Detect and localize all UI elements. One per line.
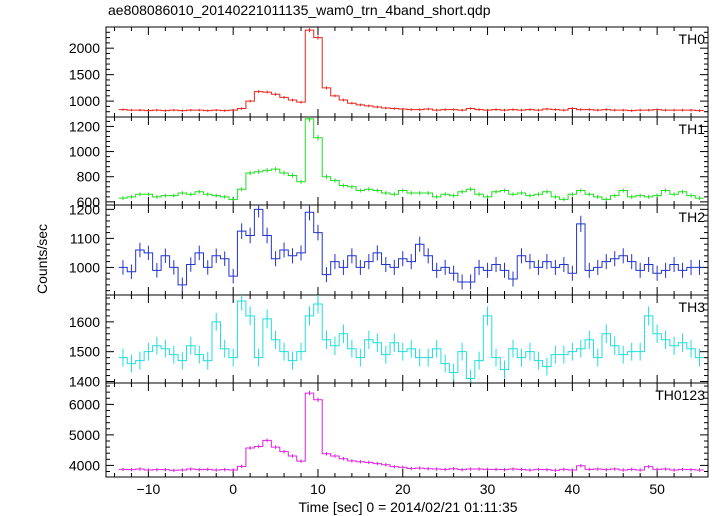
- panel-label: TH3: [679, 299, 706, 315]
- series-th1: [118, 117, 704, 202]
- y-tick-label: 1600: [69, 314, 100, 330]
- panel-frame: [105, 26, 709, 118]
- y-tick-label: 2000: [69, 40, 100, 56]
- y-tick-label: 1200: [69, 201, 100, 217]
- series-line: [118, 392, 704, 471]
- panel-label: TH1: [679, 121, 706, 137]
- panel-th2: 1000 1100 1200 TH2: [69, 201, 709, 296]
- x-tick-label: 0: [229, 481, 237, 497]
- y-tick-label: 600: [77, 194, 101, 210]
- panel-th3: 1400 1500 1600 TH3: [69, 294, 709, 390]
- y-tick-label: 1500: [69, 67, 100, 83]
- panel-th1: 600 800 1000 1200 TH1: [69, 116, 709, 210]
- y-tick-label: 1400: [69, 374, 100, 390]
- y-axis-label: Counts/sec: [34, 224, 50, 294]
- y-tick-label: 1100: [70, 230, 100, 246]
- x-tick-label: 10: [310, 481, 326, 497]
- y-tick-label: 1000: [69, 93, 100, 109]
- page-title: ae808086010_20140221011135_wam0_trn_4ban…: [108, 2, 491, 18]
- y-tick-label: 1500: [69, 344, 100, 360]
- panel-frame: [105, 382, 709, 478]
- y-tick-label: 5000: [69, 427, 100, 443]
- series-th0: [118, 28, 704, 112]
- y-tick-label: 800: [77, 169, 101, 185]
- panel-th0123: 4000 5000 6000 TH0123: [69, 382, 709, 478]
- x-axis-label: Time [sec] 0 = 2014/02/21 01:11:35: [298, 499, 517, 515]
- panel-label: TH0123: [655, 387, 705, 403]
- y-tick-label: 1000: [69, 259, 100, 275]
- panel-label: TH2: [679, 209, 706, 225]
- x-tick-label: 40: [565, 481, 581, 497]
- x-tick-label: 50: [649, 481, 665, 497]
- panel-frame: [105, 204, 709, 296]
- y-tick-label: 4000: [69, 457, 100, 473]
- panel-th0: 1000 1500 2000 TH0: [69, 26, 709, 118]
- series-th3: [118, 295, 704, 383]
- panel-label: TH0: [679, 31, 706, 47]
- x-tick-label: 20: [395, 481, 411, 497]
- y-tick-label: 6000: [69, 396, 100, 412]
- series-th0123: [118, 390, 704, 472]
- y-tick-label: 1200: [69, 118, 100, 134]
- x-tick-label: 30: [480, 481, 496, 497]
- series-line: [118, 208, 704, 286]
- y-tick-label: 1000: [69, 144, 100, 160]
- series-line: [118, 300, 704, 380]
- panels: 1000 1500 2000 TH0 600 800 1000 1200 TH1 1000 1100…: [69, 26, 709, 497]
- panel-frame: [105, 294, 709, 384]
- series-line: [118, 29, 704, 112]
- series-th2: [118, 205, 704, 293]
- x-tick-label: −10: [137, 481, 161, 497]
- series-line: [118, 118, 704, 200]
